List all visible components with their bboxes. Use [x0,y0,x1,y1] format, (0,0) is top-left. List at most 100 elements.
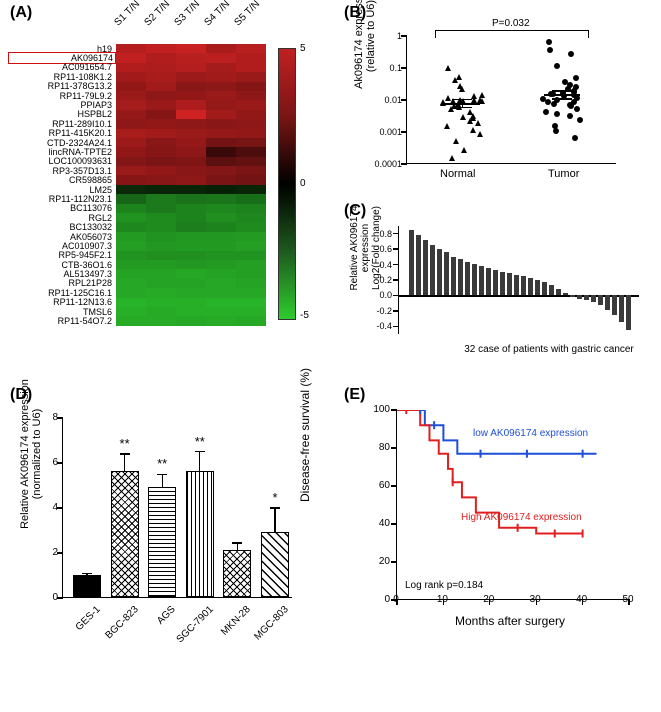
heatmap-cell [176,307,206,316]
heatmap-cell [176,316,206,325]
heatmap-cell [116,260,146,269]
heatmap-cell [176,204,206,213]
b-datapoint [444,123,450,131]
c-bar [570,295,575,297]
heatmap-cell [116,269,146,278]
b-bracket [435,30,589,38]
e-legend-low: low AK096174 expression [473,428,588,439]
heatmap-cell [176,279,206,288]
cb-tick: -5 [300,310,309,321]
b-datapoint [457,97,463,105]
heatmap-cell [206,194,236,203]
heatmap-cell [236,72,266,81]
b-datapoint [540,96,546,104]
c-bar [528,278,533,295]
c-ytick: -0.4 [352,321,392,331]
heatmap-cell [236,63,266,72]
c-bar [626,295,631,330]
b-pvalue: P=0.032 [492,18,530,29]
heatmap-cell [116,53,146,62]
heatmap-cell [116,251,146,260]
heatmap-cell [206,157,236,166]
b-category-tumor: Tumor [548,168,579,180]
heatmap-cell [146,288,176,297]
heatmap-cell [236,251,266,260]
heatmap-cell [236,204,266,213]
d-bar [73,575,101,598]
heatmap-cell [146,119,176,128]
heatmap-cell [176,157,206,166]
b-datapoint [445,95,451,103]
heatmap-cell [236,53,266,62]
heatmap-cell [236,288,266,297]
heatmap-cell [116,147,146,156]
b-datapoint [456,74,462,82]
heatmap-cell [176,298,206,307]
heatmap-cell [206,269,236,278]
heatmap-cell [116,44,146,53]
b-ytick: 0.0001 [374,159,402,169]
heatmap-cell [116,316,146,325]
b-datapoint [567,113,573,121]
heatmap-cell [206,251,236,260]
heatmap-cell [146,204,176,213]
heatmap-cell [206,147,236,156]
heatmap-cell [116,63,146,72]
b-datapoint [445,65,451,73]
b-datapoint [477,131,483,139]
heatmap-cell [176,213,206,222]
c-ytick: 0.2 [352,275,392,285]
heatmap-cell [236,91,266,100]
d-ytick: 2 [52,547,58,558]
heatmap-cell [116,110,146,119]
heatmap-cell [176,82,206,91]
heatmap-cell [146,251,176,260]
heatmap-cell [146,138,176,147]
b-datapoint [552,123,558,131]
heatmap-cell [176,100,206,109]
b-category-normal: Normal [440,168,475,180]
heatmap-cell [206,100,236,109]
heatmap-cell [146,82,176,91]
c-bar [556,289,561,295]
heatmap-cell [116,204,146,213]
heatmap-cell [176,260,206,269]
c-bar [479,266,484,295]
heatmap-cell [116,194,146,203]
heatmap-cell [146,213,176,222]
c-bar [409,230,414,296]
d-bar [148,487,176,597]
heatmap-cell [116,298,146,307]
c-bar [549,285,554,295]
b-datapoint [554,63,560,71]
e-ytick: 20 [360,556,390,567]
c-bar [535,280,540,295]
heatmap-cell [146,194,176,203]
heatmap-cell [116,157,146,166]
e-ytick: 60 [360,480,390,491]
heatmap-cell [116,72,146,81]
c-bar [612,295,617,315]
heatmap-cell [206,204,236,213]
heatmap-cell [146,91,176,100]
heatmap-cell [176,53,206,62]
heatmap-cell [176,147,206,156]
heatmap-cell [206,138,236,147]
b-datapoint [546,39,552,47]
heatmap-cell [146,175,176,184]
heatmap-cell [116,91,146,100]
heatmap-cell [116,241,146,250]
heatmap-cell [236,298,266,307]
heatmap-cell [146,63,176,72]
d-bar [111,471,139,597]
heatmap-cell [116,119,146,128]
heatmap-cell [206,44,236,53]
heatmap-cell [176,91,206,100]
e-xtick: 20 [479,594,499,605]
c-bar [521,276,526,295]
heatmap-cell [176,269,206,278]
e-xtick: 0 [386,594,406,605]
heatmap-cell [176,185,206,194]
heatmap-cell [146,222,176,231]
heatmap-cell [176,138,206,147]
